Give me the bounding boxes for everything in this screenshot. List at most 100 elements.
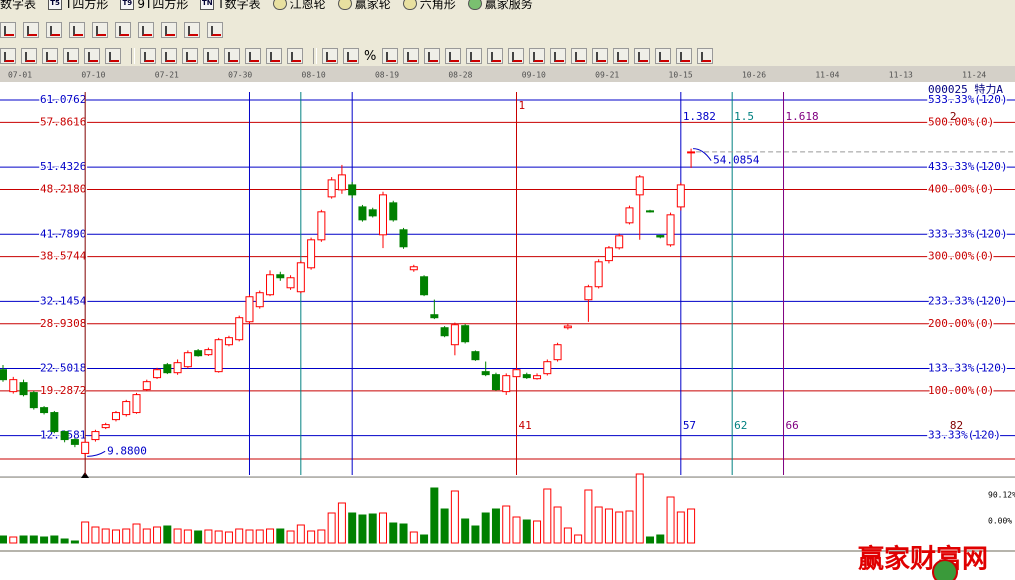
volume-axis-label: 0.00% [988, 517, 1012, 526]
icon-glyph [186, 52, 196, 62]
toolbar-icon[interactable] [23, 22, 39, 38]
toolbar-icon[interactable] [697, 48, 714, 64]
toolbar-icon[interactable] [138, 22, 154, 38]
candle-body [635, 176, 644, 196]
level-label: 100.00%(0) [928, 384, 994, 397]
toolbar-icon[interactable] [207, 22, 223, 38]
toolbar-icon[interactable] [571, 48, 588, 64]
toolbar-icon[interactable] [140, 48, 156, 64]
toolbar-icon[interactable] [42, 48, 58, 64]
toolbar-icon[interactable] [115, 22, 131, 38]
candle-body [81, 441, 90, 454]
candle-body [594, 261, 603, 288]
toolbar-button[interactable]: 赢家服务 [467, 0, 533, 12]
toolbar-button[interactable]: 数字表 [0, 0, 36, 12]
toolbar-button[interactable]: 赢家轮 [337, 0, 391, 12]
candle-body [420, 276, 429, 296]
toolbar-icon[interactable] [322, 48, 338, 64]
toolbar-icon[interactable] [161, 22, 177, 38]
toolbar-icon[interactable] [592, 48, 609, 64]
toolbar-label: T数字表 [217, 0, 261, 11]
toolbar-icon[interactable] [466, 48, 483, 64]
toolbar-icon[interactable] [613, 48, 630, 64]
volume-bar [687, 508, 696, 544]
volume-bar [399, 523, 408, 544]
toolbar-button[interactable]: 六角形 [402, 0, 456, 12]
toolbar-icon[interactable] [63, 48, 79, 64]
toolbar-icon[interactable] [92, 22, 108, 38]
toolbar-button[interactable]: T5 T四方形 [48, 0, 108, 12]
y-tick-label: 51.4326 [40, 160, 86, 173]
toolbar-row: 数字表 T5 T四方形 T9 9T四方形 TN T数字表 江恩轮 赢家轮 六角形 赢家服务 [0, 0, 545, 11]
volume-bar [111, 529, 120, 544]
volume-bar [163, 525, 172, 544]
toolbar-icon[interactable] [245, 48, 261, 64]
volume-bar [502, 505, 511, 544]
toolbar-icon[interactable] [529, 48, 546, 64]
volume-bar [646, 536, 655, 544]
volume-bar [91, 526, 100, 544]
toolbar-icon[interactable] [445, 48, 462, 64]
candle-body [440, 327, 449, 337]
candle-body [183, 352, 192, 368]
level-label: 33.33%(120) [928, 429, 1001, 442]
toolbar-icon[interactable] [403, 48, 420, 64]
candle-body [358, 206, 367, 221]
icon-glyph [144, 52, 154, 62]
toolbar-icon[interactable] [182, 48, 198, 64]
icon-glyph [659, 52, 670, 62]
toolbar-icon[interactable] [487, 48, 504, 64]
toolbar-icon[interactable] [46, 22, 62, 38]
toolbar-icon[interactable] [382, 48, 399, 64]
icon-glyph [575, 52, 586, 62]
toolbar-icon[interactable] [676, 48, 693, 64]
toolbar-button[interactable]: T9 9T四方形 [120, 0, 188, 12]
toolbar-icon[interactable] [203, 48, 219, 64]
toolbar-icon[interactable] [550, 48, 567, 64]
candle-body [676, 184, 685, 208]
toolbar-icon[interactable] [161, 48, 177, 64]
icon-glyph [73, 26, 83, 36]
time-count-label: 57 [683, 419, 696, 432]
toolbar-icon[interactable] [508, 48, 525, 64]
time-ratio-label: 1.5 [734, 110, 754, 123]
volume-bar [389, 522, 398, 544]
toolbar-icon[interactable] [105, 48, 121, 64]
toolbar-label: 赢家服务 [484, 0, 533, 11]
candle-body [224, 337, 233, 346]
icon-glyph [50, 26, 60, 36]
candle-body [266, 274, 275, 296]
icon-glyph [25, 52, 35, 62]
y-tick-label: 48.2180 [40, 183, 86, 196]
volume-bar [81, 521, 90, 544]
toolbar-icon[interactable] [0, 22, 16, 38]
level-label: 300.00%(0) [928, 250, 994, 263]
candle-body [194, 350, 203, 357]
toolbar-icon[interactable] [0, 48, 16, 64]
candle-body [337, 174, 346, 191]
toolbar-icon[interactable] [287, 48, 303, 64]
toolbar-icon[interactable] [84, 48, 100, 64]
candle-body [204, 349, 213, 356]
y-tick-label: 32.1454 [40, 294, 87, 307]
volume-bar [563, 527, 572, 544]
toolbar-button[interactable]: % [364, 48, 377, 64]
icon-glyph [449, 52, 460, 62]
volume-bar [194, 530, 203, 544]
toolbar-icon[interactable] [343, 48, 359, 64]
toolbar-icon[interactable] [266, 48, 282, 64]
toolbar-icon[interactable] [21, 48, 37, 64]
toolbar-icon[interactable] [184, 22, 200, 38]
candle-body [687, 151, 696, 154]
toolbar-icon[interactable] [655, 48, 672, 64]
x-tick-label: 08-19 [375, 71, 399, 80]
toolbar-icon[interactable] [69, 22, 85, 38]
toolbar-button[interactable]: TN T数字表 [200, 0, 261, 12]
level-label: 233.33%(120) [928, 294, 1007, 307]
candle-body [142, 381, 151, 391]
toolbar-button[interactable]: 江恩轮 [272, 0, 326, 12]
toolbar-icon[interactable] [224, 48, 240, 64]
toolbar-icon[interactable] [424, 48, 441, 64]
toolbar-icon[interactable] [634, 48, 651, 64]
volume-bar [430, 487, 439, 544]
